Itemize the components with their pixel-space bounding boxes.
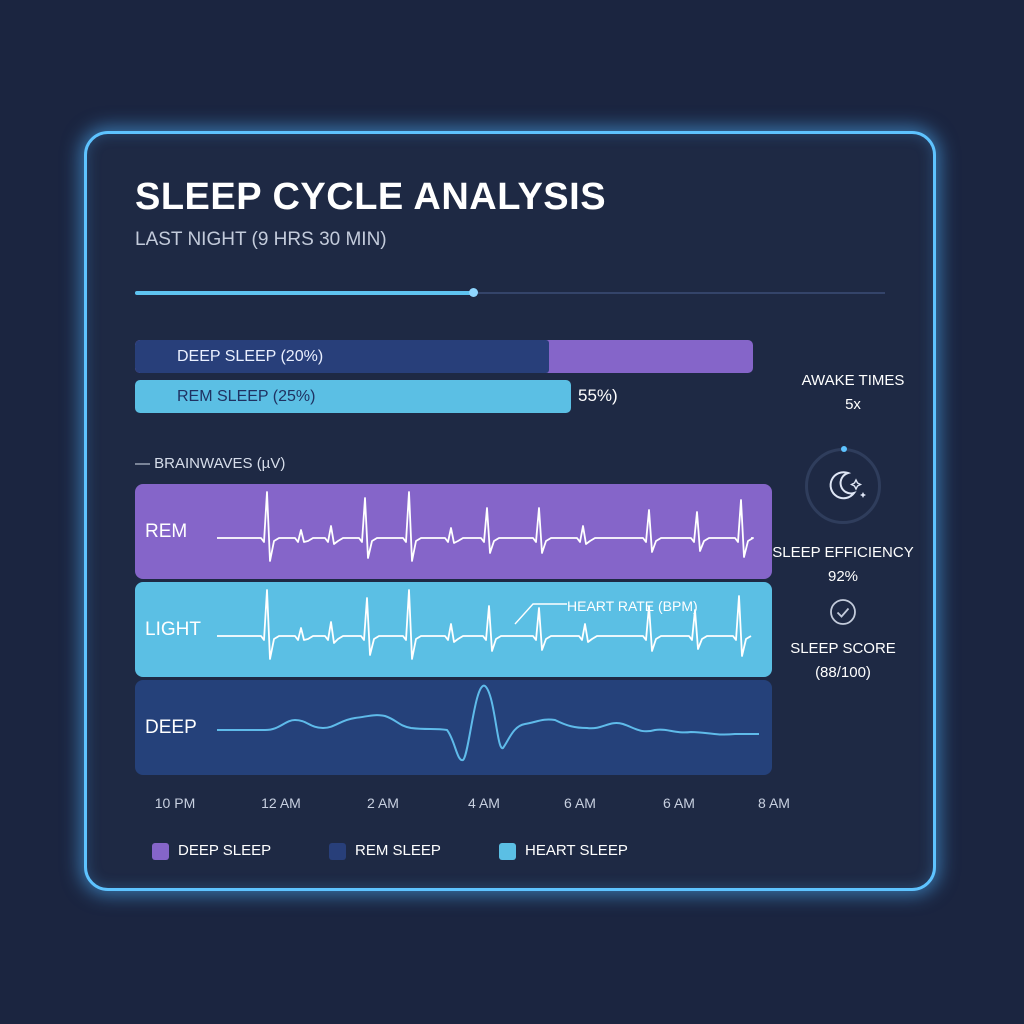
time-tick-label: 8 AM — [758, 795, 790, 811]
light-brainwave-line — [217, 589, 752, 660]
legend-swatch-rem-sleep — [329, 843, 346, 860]
sleep-score-label: SLEEP SCORE — [790, 640, 896, 657]
check-circle-icon — [830, 599, 856, 625]
legend-label-rem-sleep: REM SLEEP — [355, 842, 441, 859]
brainwaves-dash: — — [135, 455, 155, 472]
rem-lane: REM — [135, 484, 772, 579]
rem-sleep-bar: REM SLEEP (25%) — [135, 380, 571, 413]
legend-label-deep-sleep: DEEP SLEEP — [178, 842, 272, 859]
awake-times-label: AWAKE TIMES — [801, 372, 905, 389]
sleep-score-value: (88/100) — [815, 664, 871, 681]
time-tick-label: 4 AM — [468, 795, 500, 811]
rem-lane-label: REM — [145, 521, 188, 542]
sleep-efficiency-label: SLEEP EFFICIENCY — [772, 544, 914, 561]
light-lane-label: LIGHT — [145, 619, 201, 640]
sleep-progress-track[interactable] — [135, 288, 885, 297]
brainwaves-legend-label: — BRAINWAVES (µV) — [135, 455, 285, 472]
rem-brainwave-path — [217, 491, 754, 562]
brainwaves-legend-text: BRAINWAVES (µV) — [154, 455, 286, 472]
sleep-progress-knob[interactable] — [468, 288, 478, 297]
legend-swatch-deep-sleep — [152, 843, 169, 860]
time-tick-label: 2 AM — [367, 795, 399, 811]
light-lane: LIGHT — [135, 582, 772, 677]
light-brainwave-path — [217, 589, 752, 660]
page-subtitle: LAST NIGHT (9 HRS 30 MIN) — [135, 229, 387, 250]
sleep-progress-fill — [135, 291, 473, 295]
heart-rate-annotation: HEART RATE (BPM) — [567, 598, 698, 614]
deep-sleep-bar-fill — [135, 340, 550, 373]
sleep-efficiency-stat: SLEEP EFFICIENCY 92% — [768, 541, 918, 589]
rem-brainwave-line — [217, 491, 754, 562]
heart-rate-leader-line — [514, 603, 567, 625]
rem-sleep-label: REM SLEEP (25%) — [177, 388, 316, 405]
moon-stars-icon — [829, 471, 866, 500]
sleep-efficiency-value: 92% — [827, 568, 859, 585]
sleep-score-stat: SLEEP SCORE (88/100) — [768, 637, 918, 685]
remaining-percent-label: 55%) — [578, 386, 618, 405]
time-tick-label: 10 PM — [154, 795, 196, 811]
time-tick-label: 6 AM — [564, 795, 596, 811]
sleep-ring — [805, 448, 881, 524]
deep-lane: DEEP — [135, 680, 772, 775]
page-title: SLEEP CYCLE ANALYSIS — [135, 176, 607, 218]
time-tick-label: 6 AM — [663, 795, 695, 811]
legend-swatch-heart-sleep — [499, 843, 516, 860]
deep-sleep-label: DEEP SLEEP (20%) — [177, 348, 324, 365]
time-tick-label: 12 AM — [261, 795, 301, 811]
awake-times-value: 5x — [845, 396, 861, 413]
deep-lane-label: DEEP — [145, 717, 197, 738]
ring-indicator-dot — [841, 446, 847, 452]
deep-brainwave-path — [217, 684, 759, 761]
deep-sleep-bar: DEEP SLEEP (20%) — [135, 340, 753, 373]
deep-brainwave-line — [217, 684, 759, 761]
legend-label-heart-sleep: HEART SLEEP — [525, 842, 628, 859]
awake-times-stat: AWAKE TIMES 5x — [778, 369, 928, 417]
